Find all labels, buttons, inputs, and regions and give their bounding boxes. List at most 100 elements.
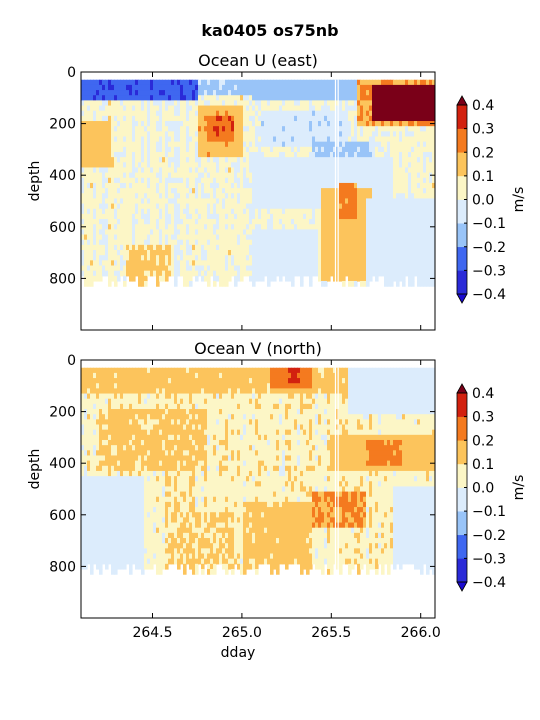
heatmap-cell (291, 131, 295, 138)
heatmap-cell (93, 105, 97, 112)
heatmap-cell (357, 105, 361, 112)
heatmap-cell (165, 105, 169, 112)
heatmap-cell (321, 84, 325, 91)
heatmap-cell (192, 213, 196, 220)
heatmap-cell (174, 100, 178, 107)
heatmap-cell (102, 532, 106, 539)
heatmap-cell (93, 172, 97, 179)
heatmap-cell (396, 121, 400, 127)
heatmap-cell (147, 136, 151, 143)
heatmap-cell (138, 208, 142, 215)
heatmap-cell (345, 162, 349, 169)
heatmap-cell (285, 131, 289, 138)
heatmap-cell (189, 110, 193, 117)
heatmap-cell (327, 213, 331, 220)
heatmap-cell (159, 275, 163, 282)
heatmap-cell (192, 110, 196, 117)
heatmap-cell (279, 79, 283, 86)
heatmap-cell (282, 213, 286, 220)
heatmap-cell (312, 100, 316, 107)
heatmap-cell (102, 151, 106, 158)
heatmap-cell (378, 213, 382, 220)
heatmap-cell (237, 275, 241, 282)
heatmap-cell (267, 234, 271, 241)
heatmap-cell (189, 213, 193, 220)
heatmap-cell (414, 115, 418, 122)
heatmap-cell (426, 121, 430, 127)
heatmap-cell (87, 450, 91, 457)
heatmap-cell (375, 115, 379, 122)
heatmap-cell (102, 486, 106, 493)
heatmap-cell (162, 151, 166, 158)
heatmap-cell (87, 372, 91, 379)
heatmap-cell (87, 398, 91, 405)
heatmap-cell (324, 151, 328, 158)
heatmap-cell (405, 270, 409, 277)
heatmap-cell (225, 203, 229, 210)
heatmap-cell (276, 224, 280, 230)
heatmap-cell (129, 126, 133, 132)
heatmap-cell (237, 234, 241, 241)
heatmap-cell (414, 208, 418, 215)
heatmap-cell (228, 198, 232, 205)
heatmap-cell (411, 151, 415, 158)
heatmap-cell (363, 219, 367, 225)
heatmap-cell (255, 121, 259, 127)
heatmap-cell (330, 188, 334, 194)
heatmap-cell (210, 95, 214, 101)
heatmap-cell (177, 203, 181, 210)
heatmap-cell (105, 95, 109, 101)
heatmap-cell (168, 229, 172, 236)
heatmap-cell (276, 126, 280, 132)
heatmap-cell (354, 110, 358, 117)
heatmap-cell (378, 131, 382, 138)
heatmap-cell (345, 208, 349, 215)
heatmap-cell (165, 188, 169, 194)
heatmap-cell (96, 553, 100, 560)
heatmap-cell (369, 126, 373, 132)
heatmap-cell (159, 270, 163, 277)
heatmap-cell (381, 182, 385, 189)
heatmap-cell (297, 255, 301, 261)
heatmap-cell (255, 162, 259, 169)
heatmap-cell (84, 280, 88, 287)
heatmap-cell (381, 126, 385, 132)
heatmap-cell (96, 136, 100, 143)
heatmap-cell (303, 182, 307, 189)
heatmap-cell (210, 193, 214, 200)
heatmap-cell (255, 250, 259, 256)
heatmap-cell (273, 265, 277, 272)
heatmap-cell (201, 213, 205, 220)
heatmap-cell (141, 115, 145, 122)
heatmap-cell (282, 121, 286, 127)
heatmap-cell (276, 115, 280, 122)
heatmap-cell (186, 255, 190, 261)
heatmap-cell (264, 146, 268, 153)
heatmap-cell (333, 198, 337, 205)
heatmap-cell (390, 100, 394, 107)
heatmap-cell (84, 429, 88, 436)
heatmap-cell (195, 265, 199, 272)
heatmap-cell (168, 182, 172, 189)
heatmap-cell (102, 157, 106, 163)
heatmap-cell (216, 244, 220, 251)
heatmap-cell (156, 177, 160, 184)
heatmap-cell (294, 167, 298, 174)
heatmap-cell (246, 79, 250, 86)
heatmap-cell (117, 219, 121, 225)
heatmap-cell (345, 260, 349, 267)
heatmap-cell (102, 403, 106, 410)
heatmap-cell (345, 270, 349, 277)
heatmap-cell (87, 517, 91, 524)
heatmap-cell (372, 110, 376, 117)
heatmap-cell (126, 79, 130, 86)
heatmap-cell (402, 244, 406, 251)
heatmap-cell (399, 131, 403, 138)
heatmap-cell (204, 260, 208, 267)
heatmap-cell (357, 84, 361, 91)
heatmap-cell (387, 151, 391, 158)
heatmap-cell (144, 95, 148, 101)
heatmap-cell (399, 193, 403, 200)
heatmap-cell (369, 100, 373, 107)
heatmap-cell (201, 100, 205, 107)
